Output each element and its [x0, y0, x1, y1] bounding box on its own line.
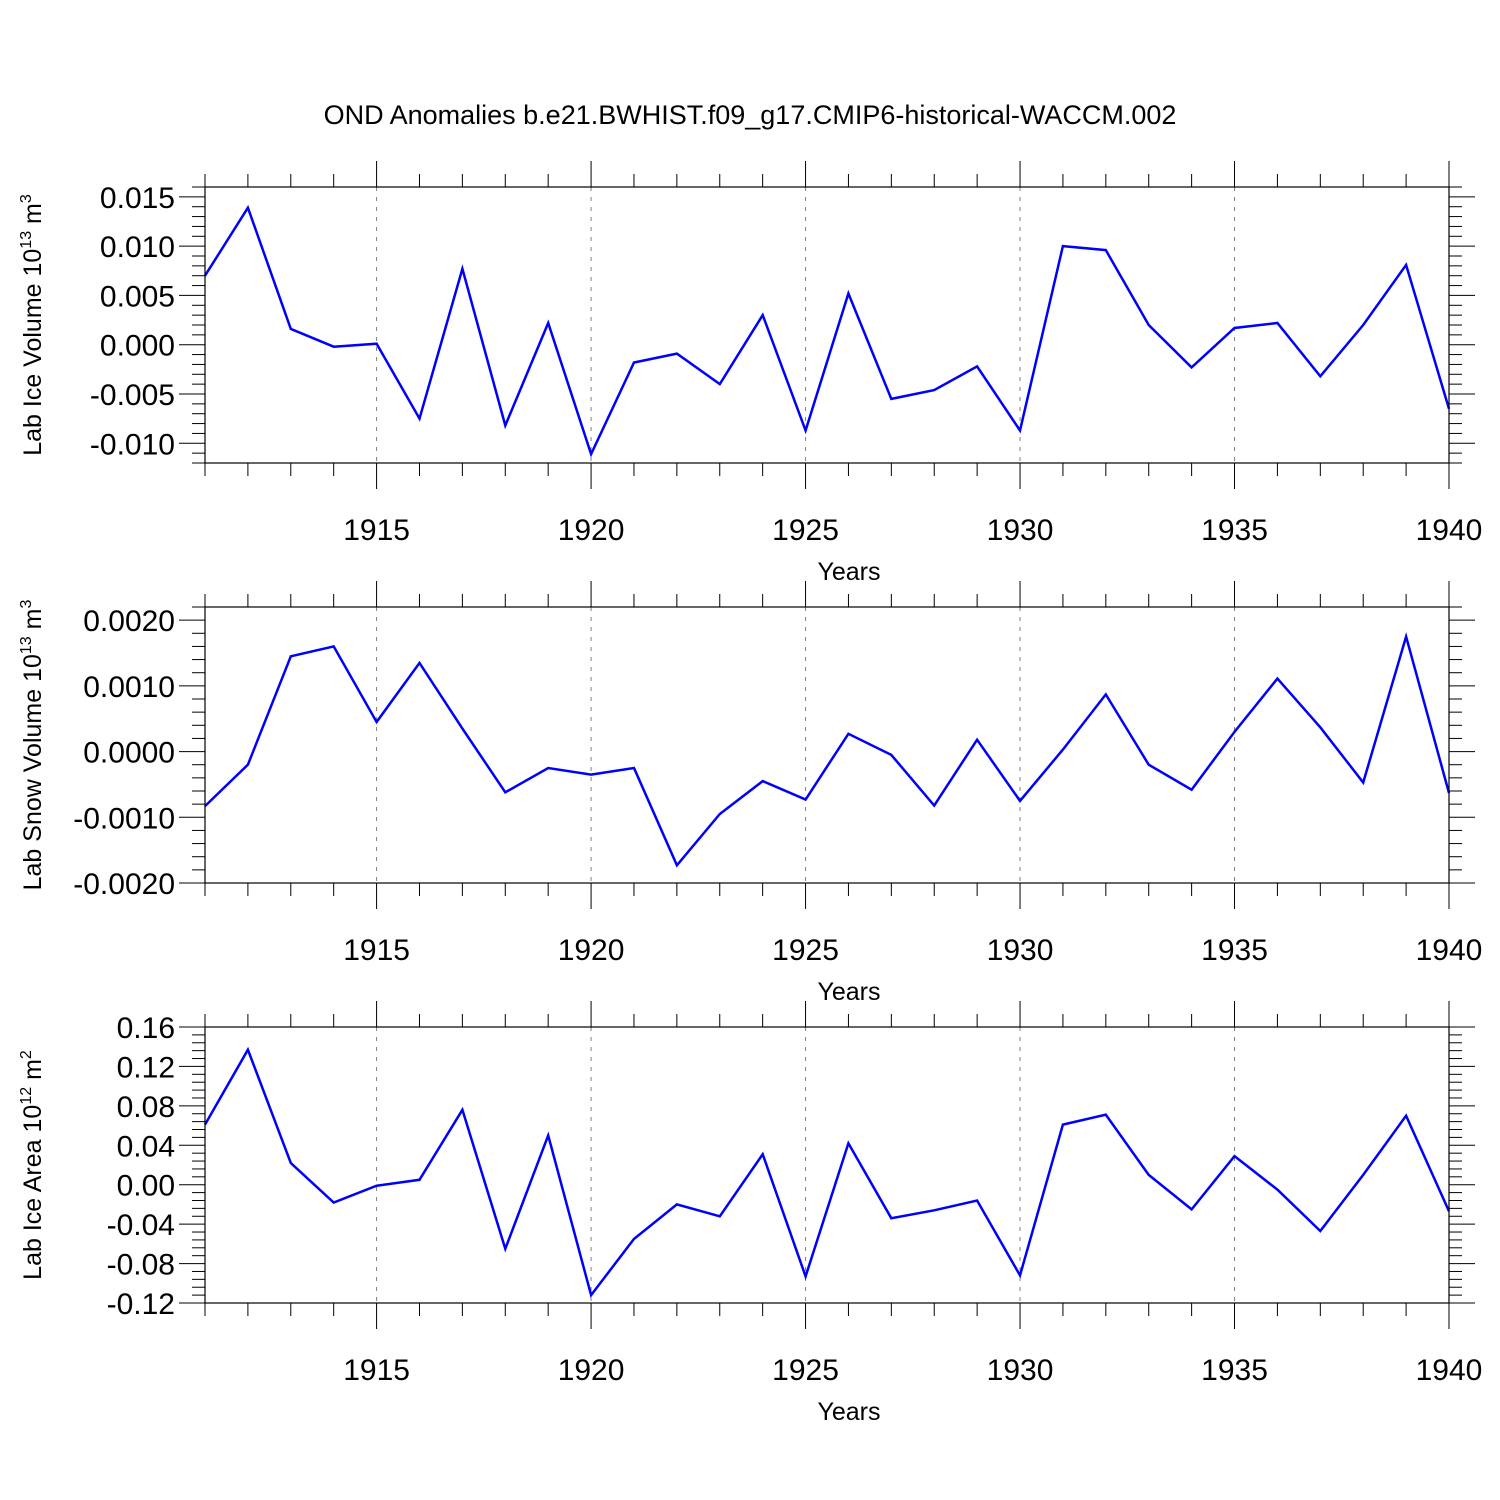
panel-3-xtick-label: 1930 — [987, 1354, 1054, 1387]
panel-1-ytick-label: -0.005 — [90, 379, 175, 412]
panel-3-xtick-label: 1935 — [1201, 1354, 1268, 1387]
panel-1-xtick-label: 1920 — [558, 514, 625, 547]
panel-3-series-line — [203, 1046, 1451, 1298]
panel-2-ytick-label: -0.0010 — [73, 802, 175, 835]
panel-1-y-axis-title: Lab Ice Volume 1013 m3 — [18, 194, 47, 456]
panel-1: -0.010 -0.005 0.000 0.005 0.010 0.015 1915 1920… — [18, 161, 1482, 586]
panel-1-plot-frame — [204, 186, 1450, 464]
panel-3-ytick-label: -0.08 — [107, 1249, 175, 1282]
chart-title: OND Anomalies b.e21.BWHIST.f09_g17.CMIP6… — [324, 100, 1177, 130]
panel-1-xtick-label: 1930 — [987, 514, 1054, 547]
panel-3: -0.12 -0.08 -0.04 0.00 0.04 0.08 0.12 0.16 1915 1… — [18, 1001, 1482, 1426]
panel-3-ytick-label: 0.04 — [117, 1130, 175, 1163]
panel-2-y-axis-title: Lab Snow Volume 1013 m3 — [18, 600, 47, 891]
panel-3-ytick-label: -0.12 — [107, 1288, 175, 1321]
panel-1-xtick-label: 1935 — [1201, 514, 1268, 547]
panel-2-xtick-label: 1915 — [343, 934, 410, 967]
panel-3-plot-frame — [204, 1026, 1450, 1304]
panel-3-xtick-label: 1940 — [1416, 1354, 1483, 1387]
panel-1-series-line — [203, 204, 1451, 458]
panel-1-ytick-label: 0.005 — [100, 280, 175, 313]
panel-3-y-axis-title: Lab Ice Area 1012 m2 — [18, 1050, 47, 1280]
panel-3-ytick-label: 0.00 — [117, 1170, 175, 1203]
panel-3-xtick-label: 1925 — [772, 1354, 839, 1387]
panel-2: -0.0020 -0.0010 0.0000 0.0010 0.0020 1915 1920… — [18, 581, 1482, 1006]
panel-2-ytick-label: 0.0000 — [83, 737, 175, 770]
panel-1-ytick-label: 0.015 — [100, 182, 175, 215]
panel-2-xtick-label: 1920 — [558, 934, 625, 967]
panel-3-ytick-label: 0.12 — [117, 1051, 175, 1084]
panel-2-xtick-label: 1935 — [1201, 934, 1268, 967]
panel-2-ytick-label: 0.0020 — [83, 605, 175, 638]
panel-2-xtick-label: 1940 — [1416, 934, 1483, 967]
panel-2-series-line — [204, 632, 1451, 868]
panel-3-xtick-label: 1920 — [558, 1354, 625, 1387]
panel-1-ytick-label: 0.010 — [100, 231, 175, 264]
panel-1-x-axis-title: Years — [817, 558, 880, 586]
panel-1-xtick-label: 1940 — [1416, 514, 1483, 547]
panel-3-xtick-label: 1915 — [343, 1354, 410, 1387]
panel-1-xtick-label: 1915 — [343, 514, 410, 547]
panel-1-xtick-label: 1925 — [772, 514, 839, 547]
panel-3-ytick-label: 0.08 — [117, 1091, 175, 1124]
panel-1-ytick-label: -0.010 — [90, 428, 175, 461]
panel-3-x-axis-title: Years — [817, 1398, 880, 1426]
panel-2-plot-frame — [204, 606, 1450, 884]
panel-2-xtick-label: 1925 — [772, 934, 839, 967]
panel-2-x-axis-title: Years — [817, 978, 880, 1006]
panel-2-xtick-label: 1930 — [987, 934, 1054, 967]
panel-3-ytick-label: -0.04 — [107, 1209, 175, 1242]
panel-2-ytick-label: 0.0010 — [83, 671, 175, 704]
panel-2-ytick-label: -0.0020 — [73, 868, 175, 901]
panel-1-ytick-label: 0.000 — [100, 330, 175, 363]
panel-3-ytick-label: 0.16 — [117, 1012, 175, 1045]
